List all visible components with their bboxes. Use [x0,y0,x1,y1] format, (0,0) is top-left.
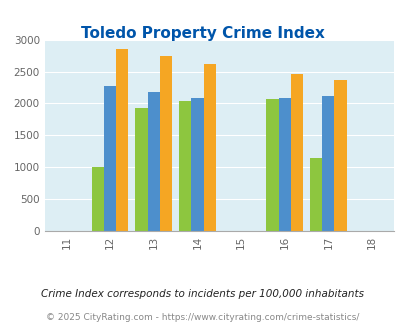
Bar [191,98,203,231]
Bar [266,99,278,231]
Text: © 2025 CityRating.com - https://www.cityrating.com/crime-statistics/: © 2025 CityRating.com - https://www.city… [46,313,359,322]
Bar [278,98,290,231]
Bar [322,96,334,231]
Text: Toledo Property Crime Index: Toledo Property Crime Index [81,26,324,41]
Bar [203,64,215,231]
Bar [179,101,191,231]
Bar [104,86,116,231]
Bar [334,81,346,231]
Bar [116,49,128,231]
Bar [147,92,160,231]
Text: Crime Index corresponds to incidents per 100,000 inhabitants: Crime Index corresponds to incidents per… [41,289,364,299]
Bar [309,158,322,231]
Bar [92,167,104,231]
Bar [160,55,172,231]
Bar [135,108,147,231]
Bar [290,74,302,231]
